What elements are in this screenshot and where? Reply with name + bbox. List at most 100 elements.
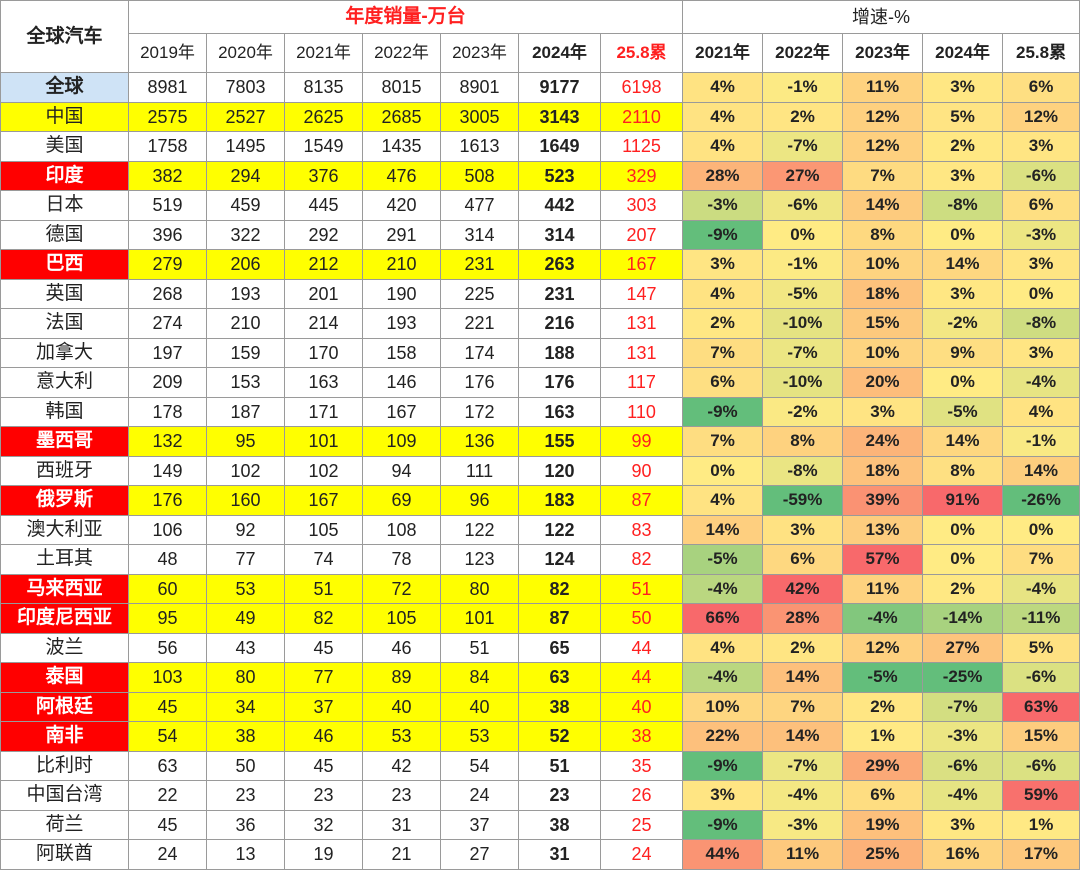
sales-year-header: 2020年 xyxy=(206,33,285,73)
growth-cell: 6% xyxy=(842,780,924,811)
sales-cell: 51 xyxy=(599,573,684,604)
growth-year-header: 25.8累 xyxy=(1002,33,1080,73)
growth-year-header: 2022年 xyxy=(762,33,844,73)
table-row: 阿根廷 45 34 37 40 40 38 40 10% 7% 2% -7% 63% xyxy=(0,691,1080,722)
growth-cell: -4% xyxy=(842,603,924,634)
sales-cell: 31 xyxy=(362,809,441,840)
sales-cell: 136 xyxy=(440,426,519,457)
growth-cell: 18% xyxy=(842,278,924,309)
growth-cell: 16% xyxy=(922,839,1004,870)
sales-cell: 9177 xyxy=(518,72,601,103)
growth-cell: 28% xyxy=(682,160,764,191)
growth-cell: -6% xyxy=(1002,750,1080,781)
sales-cell: 2575 xyxy=(128,101,207,132)
sales-cell: 31 xyxy=(518,839,601,870)
table-row: 法国 274 210 214 193 221 216 131 2% -10% 15% -2% -8% xyxy=(0,308,1080,339)
country-name: 泰国 xyxy=(0,662,129,693)
sales-cell: 2625 xyxy=(284,101,363,132)
table-row: 中国台湾 22 23 23 23 24 23 26 3% -4% 6% -4% 59% xyxy=(0,780,1080,811)
sales-cell: 8015 xyxy=(362,72,441,103)
sales-cell: 2527 xyxy=(206,101,285,132)
sales-cell: 420 xyxy=(362,190,441,221)
sales-cell: 40 xyxy=(362,691,441,722)
sales-cell: 1495 xyxy=(206,131,285,162)
table-row: 巴西 279 206 212 210 231 263 167 3% -1% 10% 14% 3% xyxy=(0,249,1080,280)
growth-cell: 0% xyxy=(762,219,844,250)
sales-cell: 87 xyxy=(518,603,601,634)
sales-cell: 95 xyxy=(206,426,285,457)
sales-cell: 171 xyxy=(284,396,363,427)
sales-cell: 80 xyxy=(440,573,519,604)
sales-year-header: 2022年 xyxy=(362,33,441,73)
growth-cell: 22% xyxy=(682,721,764,752)
growth-cell: -10% xyxy=(762,308,844,339)
country-name: 土耳其 xyxy=(0,544,129,575)
growth-cell: -4% xyxy=(1002,367,1080,398)
growth-cell: 42% xyxy=(762,573,844,604)
table-row: 德国 396 322 292 291 314 314 207 -9% 0% 8% 0% -3% xyxy=(0,219,1080,250)
growth-cell: -14% xyxy=(922,603,1004,634)
sales-cell: 54 xyxy=(128,721,207,752)
country-name: 澳大利亚 xyxy=(0,514,129,545)
growth-cell: 3% xyxy=(762,514,844,545)
sales-cell: 314 xyxy=(440,219,519,250)
sales-cell: 77 xyxy=(206,544,285,575)
header-row-years: 2019年 2020年 2021年 2022年 2023年 2024年 25.8累 2021年… xyxy=(1,33,1080,73)
sales-cell: 45 xyxy=(284,632,363,663)
growth-year-header: 2023年 xyxy=(842,33,924,73)
country-name: 西班牙 xyxy=(0,455,129,486)
growth-year-header: 2024年 xyxy=(922,33,1004,73)
sales-year-header: 2021年 xyxy=(284,33,363,73)
growth-cell: 14% xyxy=(682,514,764,545)
growth-cell: 2% xyxy=(922,573,1004,604)
growth-cell: -8% xyxy=(1002,308,1080,339)
sales-cell: 1549 xyxy=(284,131,363,162)
sales-cell: 77 xyxy=(284,662,363,693)
sales-year-header: 25.8累 xyxy=(599,33,684,73)
growth-cell: 0% xyxy=(922,367,1004,398)
table-row: 墨西哥 132 95 101 109 136 155 99 7% 8% 24% 14% -1% xyxy=(0,426,1080,457)
sales-cell: 163 xyxy=(518,396,601,427)
sales-cell: 2685 xyxy=(362,101,441,132)
growth-cell: -6% xyxy=(1002,662,1080,693)
sales-cell: 279 xyxy=(128,249,207,280)
table-row: 南非 54 38 46 53 53 52 38 22% 14% 1% -3% 15% xyxy=(0,721,1080,752)
growth-cell: 29% xyxy=(842,750,924,781)
sales-cell: 110 xyxy=(599,396,684,427)
growth-cell: 8% xyxy=(842,219,924,250)
sales-cell: 159 xyxy=(206,337,285,368)
growth-cell: 24% xyxy=(842,426,924,457)
growth-cell: 4% xyxy=(682,131,764,162)
growth-cell: 3% xyxy=(922,278,1004,309)
growth-cell: 28% xyxy=(762,603,844,634)
sales-cell: 37 xyxy=(440,809,519,840)
growth-cell: 12% xyxy=(842,101,924,132)
growth-cell: -5% xyxy=(682,544,764,575)
sales-cell: 51 xyxy=(284,573,363,604)
growth-cell: -1% xyxy=(1002,426,1080,457)
growth-cell: 12% xyxy=(842,131,924,162)
sales-cell: 24 xyxy=(599,839,684,870)
sales-cell: 188 xyxy=(518,337,601,368)
table-row: 俄罗斯 176 160 167 69 96 183 87 4% -59% 39% 91% -26% xyxy=(0,485,1080,516)
sales-cell: 231 xyxy=(518,278,601,309)
growth-cell: 3% xyxy=(1002,131,1080,162)
growth-cell: 4% xyxy=(682,278,764,309)
sales-cell: 13 xyxy=(206,839,285,870)
growth-cell: 4% xyxy=(682,72,764,103)
growth-cell: 4% xyxy=(1002,396,1080,427)
growth-cell: 20% xyxy=(842,367,924,398)
sales-cell: 292 xyxy=(284,219,363,250)
sales-cell: 8901 xyxy=(440,72,519,103)
growth-cell: 0% xyxy=(1002,514,1080,545)
growth-cell: 3% xyxy=(922,809,1004,840)
sales-cell: 158 xyxy=(362,337,441,368)
sales-cell: 69 xyxy=(362,485,441,516)
sales-cell: 72 xyxy=(362,573,441,604)
sales-cell: 101 xyxy=(284,426,363,457)
growth-cell: 11% xyxy=(842,72,924,103)
sales-cell: 212 xyxy=(284,249,363,280)
sales-cell: 274 xyxy=(128,308,207,339)
growth-cell: 6% xyxy=(682,367,764,398)
sales-cell: 26 xyxy=(599,780,684,811)
